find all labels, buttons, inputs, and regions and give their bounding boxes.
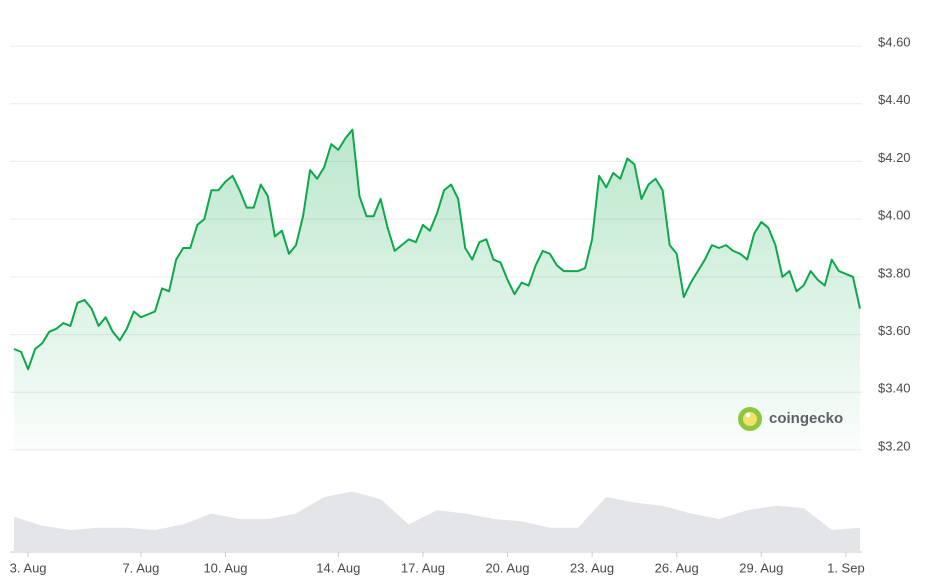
y-tick-label: $4.00 [878, 208, 911, 223]
x-tick-label: 17. Aug [401, 560, 445, 575]
price-area [14, 129, 860, 450]
volume-layer [14, 491, 860, 552]
x-tick-label: 14. Aug [316, 560, 360, 575]
y-tick-label: $3.20 [878, 438, 911, 453]
y-tick-label: $3.60 [878, 323, 911, 338]
x-tick-label: 29. Aug [739, 560, 783, 575]
x-tick-label: 1. Sep [827, 560, 865, 575]
price-line [13, 128, 861, 371]
watermark: coingecko [738, 407, 843, 431]
x-tick-label: 20. Aug [485, 560, 529, 575]
x-tick-label: 26. Aug [655, 560, 699, 575]
y-tick-label: $3.40 [878, 381, 911, 396]
y-tick-label: $3.80 [878, 265, 911, 280]
x-tick-label: 7. Aug [122, 560, 159, 575]
x-tick-label: 10. Aug [203, 560, 247, 575]
y-tick-label: $4.40 [878, 92, 911, 107]
volume-area [14, 491, 860, 552]
logo-eye [745, 412, 751, 418]
y-tick-label: $4.60 [878, 34, 911, 49]
x-tick-label: 23. Aug [570, 560, 614, 575]
y-tick-label: $4.20 [878, 150, 911, 165]
x-tick-label: 3. Aug [10, 560, 47, 575]
watermark-text: coingecko [769, 410, 843, 427]
price-layer [13, 128, 861, 450]
